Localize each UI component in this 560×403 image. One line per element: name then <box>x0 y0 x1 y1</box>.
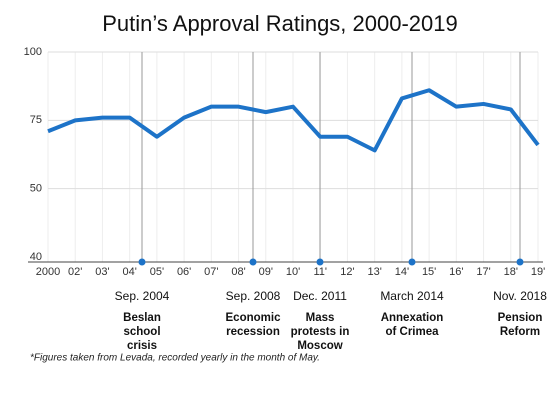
event-date: Sep. 2008 <box>226 289 281 303</box>
event-label: school <box>123 326 160 338</box>
event-label: crisis <box>127 340 157 352</box>
y-tick-label: 40 <box>30 251 42 263</box>
event-dot <box>249 258 257 266</box>
event-label: Beslan <box>123 312 161 324</box>
event-label: protests in <box>291 326 350 338</box>
event-label: Moscow <box>297 340 342 352</box>
chart-title: Putin’s Approval Ratings, 2000-2019 <box>102 11 458 36</box>
x-tick-label: 2000 <box>36 266 60 278</box>
x-tick-label: 08' <box>231 266 245 278</box>
event-label: Pension <box>498 312 543 324</box>
x-tick-label: 02' <box>68 266 82 278</box>
x-tick-label: 06' <box>177 266 191 278</box>
x-tick-label: 13' <box>367 266 381 278</box>
footnote: *Figures taken from Levada, recorded yea… <box>30 353 320 364</box>
x-tick-label: 11' <box>313 266 327 278</box>
y-tick-label: 100 <box>24 46 42 58</box>
event-label: Mass <box>306 312 335 324</box>
event-date: March 2014 <box>380 289 444 303</box>
x-tick-label: 10' <box>286 266 300 278</box>
x-tick-label: 19' <box>531 266 545 278</box>
x-tick-label: 03' <box>95 266 109 278</box>
event-label: of Crimea <box>385 326 439 338</box>
y-tick-label: 50 <box>30 183 42 195</box>
event-label: Economic <box>226 312 282 324</box>
x-tick-label: 05' <box>150 266 164 278</box>
event-date: Sep. 2004 <box>115 289 170 303</box>
x-tick-label: 09' <box>259 266 273 278</box>
x-tick-label: 16' <box>449 266 463 278</box>
event-dot <box>138 258 146 266</box>
event-dot <box>516 258 524 266</box>
event-date: Nov. 2018 <box>493 289 547 303</box>
x-tick-label: 14' <box>395 266 409 278</box>
event-dot <box>316 258 324 266</box>
x-tick-label: 18' <box>504 266 518 278</box>
event-label: Reform <box>500 326 540 338</box>
line <box>47 88 540 153</box>
y-tick-label: 75 <box>30 114 42 126</box>
x-tick-label: 17' <box>476 266 490 278</box>
x-tick-label: 04' <box>122 266 136 278</box>
event-date: Dec. 2011 <box>293 289 347 303</box>
event-dot <box>408 258 416 266</box>
event-label: recession <box>226 326 280 338</box>
event-label: Annexation <box>381 312 444 324</box>
x-tick-label: 07' <box>204 266 218 278</box>
x-tick-label: 15' <box>422 266 436 278</box>
x-tick-label: 12' <box>340 266 354 278</box>
